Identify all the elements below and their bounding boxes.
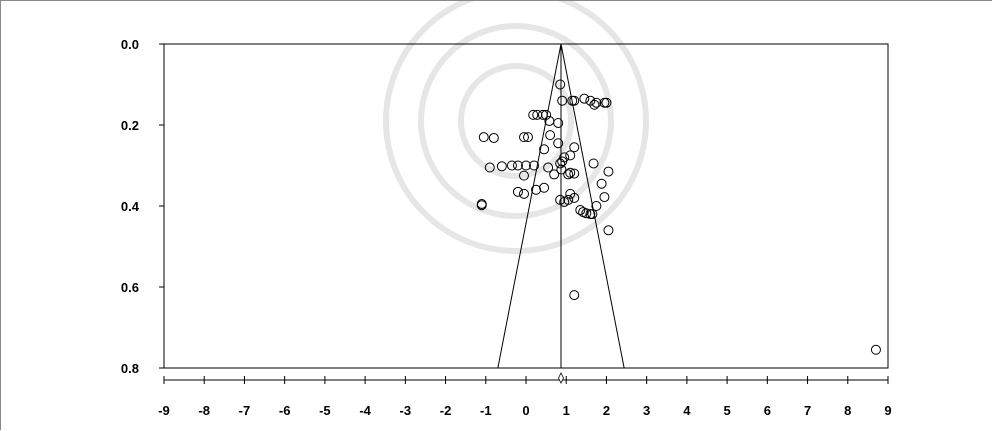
data-point	[599, 192, 610, 203]
data-point	[579, 93, 590, 104]
data-point	[523, 132, 534, 143]
data-point	[553, 117, 564, 128]
x-tick-label: -7	[239, 403, 251, 418]
x-tick-label: 9	[884, 403, 891, 418]
y-tick-label: 0.8	[121, 361, 139, 376]
x-tick-label: 1	[563, 403, 570, 418]
data-point	[537, 109, 548, 120]
data-point	[557, 156, 568, 167]
x-tick-label: -5	[319, 403, 331, 418]
data-point	[569, 290, 580, 301]
x-tick-label: 6	[764, 403, 771, 418]
data-point	[591, 201, 602, 211]
data-point	[476, 200, 487, 211]
data-point	[557, 95, 568, 106]
x-tick-label: 5	[723, 403, 730, 418]
x-tick-label: -1	[480, 403, 492, 418]
data-point	[539, 144, 550, 155]
data-point	[518, 188, 529, 199]
plot-border	[163, 43, 889, 369]
data-point	[596, 178, 607, 189]
data-point	[553, 138, 564, 149]
pooled-estimate-diamond	[558, 372, 564, 384]
data-point	[512, 186, 523, 197]
x-tick-label: -2	[440, 403, 452, 418]
data-point	[484, 162, 495, 173]
y-tick-label: 0.2	[121, 118, 139, 133]
data-point	[565, 167, 576, 178]
y-tick-label: 0.4	[121, 199, 140, 214]
data-point	[528, 109, 539, 120]
x-tick-labels: -9 -8 -7 -6 -5 -4 -3 -2 -1 0 1 2 3 4 5 6 7 8 9	[158, 403, 891, 418]
x-tick-label: -4	[359, 403, 371, 418]
watermark-emblem	[383, 1, 649, 254]
data-point	[529, 160, 540, 171]
axes	[159, 43, 889, 384]
data-point	[603, 166, 614, 177]
y-tick-label: 0.0	[121, 37, 139, 52]
x-tick-label: -9	[158, 403, 170, 418]
data-points	[476, 79, 881, 355]
data-point	[543, 162, 554, 173]
y-tick-label: 0.6	[121, 280, 139, 295]
data-point	[541, 109, 552, 120]
data-point	[563, 194, 574, 205]
data-point	[587, 209, 598, 220]
data-point	[555, 158, 566, 169]
data-point	[506, 160, 517, 171]
x-tick-label: 0	[522, 403, 529, 418]
x-tick-label: 4	[683, 403, 691, 418]
data-point	[539, 182, 550, 193]
data-point	[521, 160, 531, 171]
funnel-left-line	[497, 43, 562, 369]
x-tick-label: 3	[643, 403, 650, 418]
data-point	[588, 158, 599, 169]
data-point	[591, 97, 602, 108]
data-point	[589, 99, 600, 110]
data-point	[565, 150, 576, 161]
x-tick-label: 7	[804, 403, 811, 418]
data-point	[569, 95, 580, 106]
data-point	[518, 170, 529, 181]
data-point	[601, 97, 612, 108]
data-point	[569, 142, 580, 153]
funnel-right-line	[560, 43, 625, 369]
data-point	[870, 344, 881, 355]
y-tick-labels: 0.0 0.2 0.4 0.6 0.8	[121, 37, 140, 376]
x-tick-label: 2	[603, 403, 610, 418]
data-point	[488, 132, 499, 143]
data-point	[545, 130, 556, 141]
data-point	[478, 132, 489, 143]
data-point	[496, 161, 507, 172]
x-tick-label: -8	[198, 403, 210, 418]
data-point	[603, 225, 614, 236]
data-point	[549, 169, 560, 180]
x-tick-label: -6	[279, 403, 291, 418]
data-point	[581, 208, 592, 219]
data-point	[569, 192, 580, 203]
data-point	[518, 132, 529, 143]
data-point	[512, 160, 523, 171]
data-point	[575, 205, 586, 216]
data-point	[563, 169, 574, 180]
x-tick-label: -3	[400, 403, 412, 418]
data-point	[531, 184, 542, 195]
data-point	[555, 79, 566, 90]
data-point	[569, 168, 580, 179]
x-tick-label: 8	[844, 403, 851, 418]
funnel-lines	[497, 43, 625, 384]
data-point	[556, 164, 567, 175]
